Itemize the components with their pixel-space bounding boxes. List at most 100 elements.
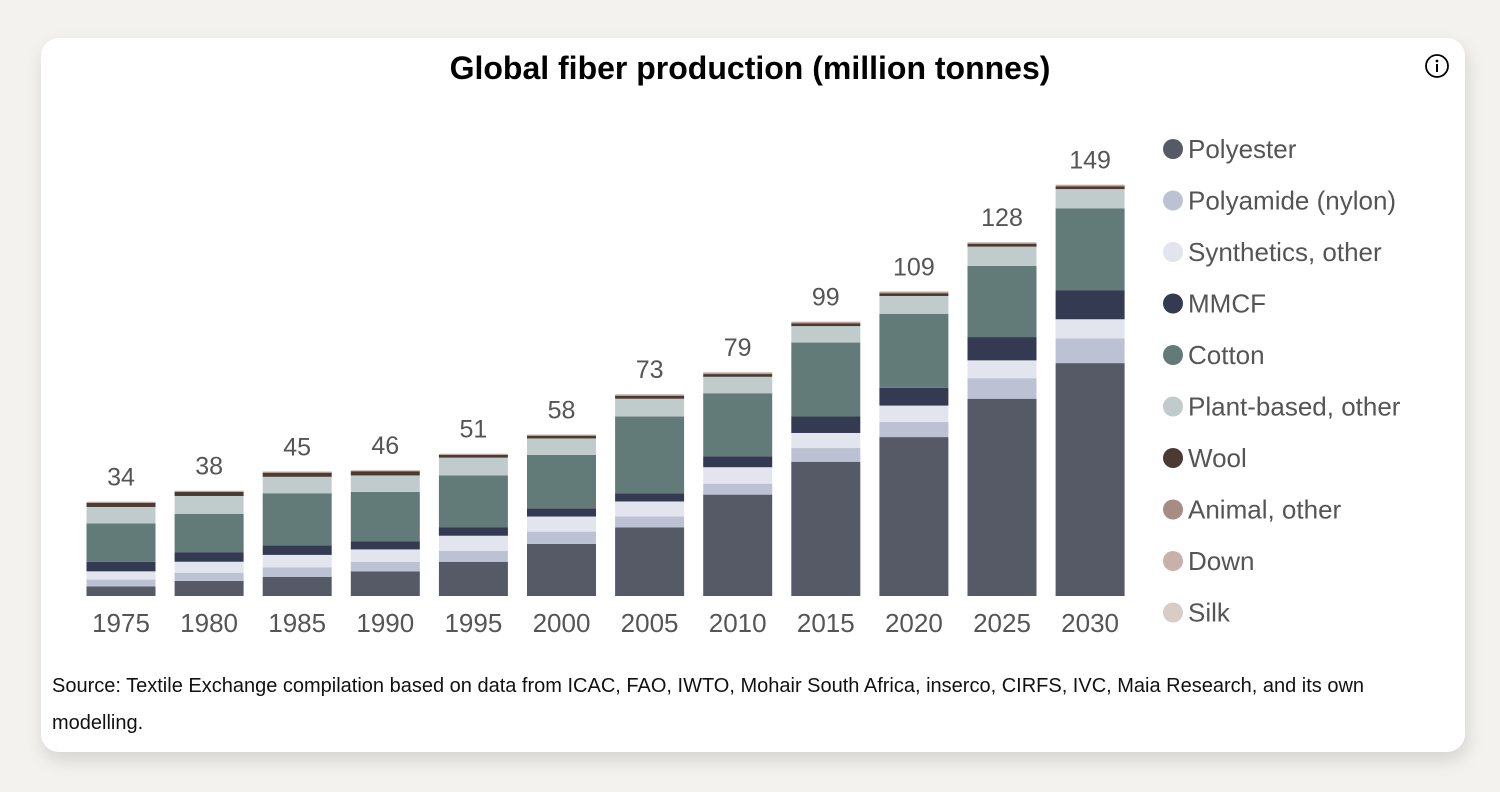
bar-segment-polyester-1985 bbox=[262, 576, 332, 596]
bar-segment-synthetics-other-2025 bbox=[967, 360, 1037, 379]
bar-segment-cotton-2010 bbox=[703, 393, 773, 457]
legend-swatch-mmcf bbox=[1163, 293, 1183, 314]
x-tick-label-1990: 1990 bbox=[356, 608, 414, 638]
total-label-2025: 128 bbox=[981, 204, 1023, 232]
bar-segment-mmcf-2010 bbox=[703, 456, 773, 468]
legend-label-polyester: Polyester bbox=[1188, 134, 1297, 164]
bar-segment-polyamide-nylon--2030 bbox=[1055, 338, 1125, 364]
legend-label-polyamide-nylon-: Polyamide (nylon) bbox=[1188, 186, 1396, 216]
bar-segment-cotton-1995 bbox=[438, 475, 508, 528]
legend-swatch-cotton bbox=[1163, 345, 1183, 365]
x-tick-label-1980: 1980 bbox=[180, 608, 238, 638]
bar-segment-polyester-2000 bbox=[527, 543, 596, 596]
legend-swatch-polyester bbox=[1163, 139, 1183, 159]
bar-segment-animal-other-1995 bbox=[438, 454, 508, 455]
legend-label-wool: Wool bbox=[1188, 443, 1247, 473]
legend-label-animal-other: Animal, other bbox=[1188, 495, 1342, 525]
bar-segment-synthetics-other-1985 bbox=[262, 554, 332, 568]
bar-segment-animal-other-2010 bbox=[703, 373, 773, 375]
legend-label-plant-based-other: Plant-based, other bbox=[1188, 392, 1401, 422]
bar-segment-polyester-2010 bbox=[703, 494, 773, 596]
bar-segment-down-2005 bbox=[615, 394, 685, 396]
bar-segment-synthetics-other-2005 bbox=[615, 501, 685, 517]
bar-segment-synthetics-other-1995 bbox=[438, 535, 508, 551]
bar-segment-cotton-1985 bbox=[262, 493, 332, 546]
bar-segment-plant-based-other-1975 bbox=[86, 506, 156, 524]
bar-segment-plant-based-other-1995 bbox=[438, 457, 508, 476]
legend-label-cotton: Cotton bbox=[1188, 340, 1265, 370]
bar-segment-animal-other-1975 bbox=[86, 502, 156, 503]
x-tick-label-2005: 2005 bbox=[621, 608, 679, 638]
bar-segment-cotton-2025 bbox=[967, 265, 1037, 338]
bar-segment-animal-other-2025 bbox=[967, 243, 1037, 244]
legend-swatch-animal-other bbox=[1163, 499, 1183, 520]
bar-segment-mmcf-2005 bbox=[615, 493, 685, 502]
x-tick-label-2000: 2000 bbox=[533, 608, 591, 638]
bar-segment-mmcf-1985 bbox=[262, 545, 332, 555]
bar-segment-polyester-1980 bbox=[174, 580, 244, 596]
legend-swatch-down bbox=[1163, 551, 1183, 571]
x-tick-label-1985: 1985 bbox=[268, 608, 326, 638]
total-label-2010: 79 bbox=[724, 334, 752, 362]
bar-segment-synthetics-other-2030 bbox=[1055, 319, 1125, 339]
bar-segment-mmcf-1990 bbox=[350, 541, 420, 550]
total-label-1995: 51 bbox=[459, 416, 487, 444]
bar-segment-plant-based-other-2020 bbox=[879, 295, 949, 314]
bar-segment-plant-based-other-2030 bbox=[1055, 189, 1125, 209]
bar-segment-down-2015 bbox=[791, 321, 861, 323]
bar-segment-plant-based-other-1980 bbox=[174, 495, 244, 514]
legend-label-down: Down bbox=[1188, 546, 1254, 576]
bar-segment-plant-based-other-2015 bbox=[791, 326, 861, 343]
bar-segment-synthetics-other-2000 bbox=[527, 516, 596, 532]
bar-segment-mmcf-1980 bbox=[174, 552, 244, 562]
bar-segment-plant-based-other-2000 bbox=[527, 438, 596, 455]
bar-segment-wool-2020 bbox=[879, 293, 949, 296]
bar-segment-down-2030 bbox=[1055, 184, 1125, 186]
bar-segment-plant-based-other-1990 bbox=[350, 475, 420, 492]
bar-segment-plant-based-other-2025 bbox=[967, 246, 1037, 266]
bar-segment-mmcf-1975 bbox=[86, 561, 156, 572]
bar-segment-down-1975 bbox=[86, 501, 156, 503]
legend-label-mmcf: MMCF bbox=[1188, 289, 1266, 319]
bar-segment-polyamide-nylon--2005 bbox=[615, 516, 685, 528]
bar-segment-down-2010 bbox=[703, 372, 773, 374]
x-tick-label-2025: 2025 bbox=[973, 608, 1031, 638]
legend-swatch-plant-based-other bbox=[1163, 396, 1183, 417]
bar-segment-cotton-1975 bbox=[86, 523, 156, 562]
legend-label-synthetics-other: Synthetics, other bbox=[1188, 237, 1382, 267]
bar-segment-down-1985 bbox=[262, 471, 332, 473]
x-tick-label-2030: 2030 bbox=[1061, 608, 1119, 638]
bar-segment-plant-based-other-1985 bbox=[262, 476, 332, 494]
total-label-2000: 58 bbox=[548, 396, 576, 424]
bar-segment-polyester-2020 bbox=[879, 437, 949, 596]
bar-segment-animal-other-2015 bbox=[791, 322, 861, 324]
bar-segment-polyamide-nylon--2020 bbox=[879, 422, 949, 438]
bar-segment-polyamide-nylon--1985 bbox=[262, 567, 332, 577]
bar-segment-plant-based-other-2010 bbox=[703, 376, 773, 394]
x-tick-label-1995: 1995 bbox=[444, 608, 502, 638]
info-icon[interactable] bbox=[1424, 53, 1450, 79]
bar-segment-cotton-2020 bbox=[879, 313, 949, 388]
bar-segment-animal-other-2000 bbox=[527, 435, 596, 436]
bar-segment-mmcf-2030 bbox=[1055, 290, 1125, 320]
legend-swatch-wool bbox=[1163, 448, 1183, 468]
bar-segment-down-2025 bbox=[967, 242, 1037, 244]
bar-segment-down-2020 bbox=[879, 291, 949, 293]
bar-segment-down-1980 bbox=[174, 490, 244, 492]
bar-segment-animal-other-2005 bbox=[615, 395, 685, 396]
bar-segment-polyester-2005 bbox=[615, 527, 685, 596]
bar-segment-synthetics-other-2010 bbox=[703, 467, 773, 484]
bar-segment-mmcf-2025 bbox=[967, 337, 1037, 361]
bar-segment-synthetics-other-1990 bbox=[350, 549, 420, 562]
bar-segment-wool-2015 bbox=[791, 323, 861, 327]
x-tick-label-2015: 2015 bbox=[797, 608, 855, 638]
x-tick-label-1975: 1975 bbox=[92, 608, 150, 638]
bar-segment-polyester-2025 bbox=[967, 398, 1037, 596]
source-note: Source: Textile Exchange compilation bas… bbox=[52, 675, 1365, 734]
bar-segment-wool-2005 bbox=[615, 395, 685, 399]
bar-segment-mmcf-2020 bbox=[879, 387, 949, 406]
bar-segment-mmcf-2000 bbox=[527, 508, 596, 517]
bar-segment-polyamide-nylon--2000 bbox=[527, 531, 596, 544]
total-label-1985: 45 bbox=[283, 433, 311, 461]
bar-segment-wool-2000 bbox=[527, 435, 596, 439]
